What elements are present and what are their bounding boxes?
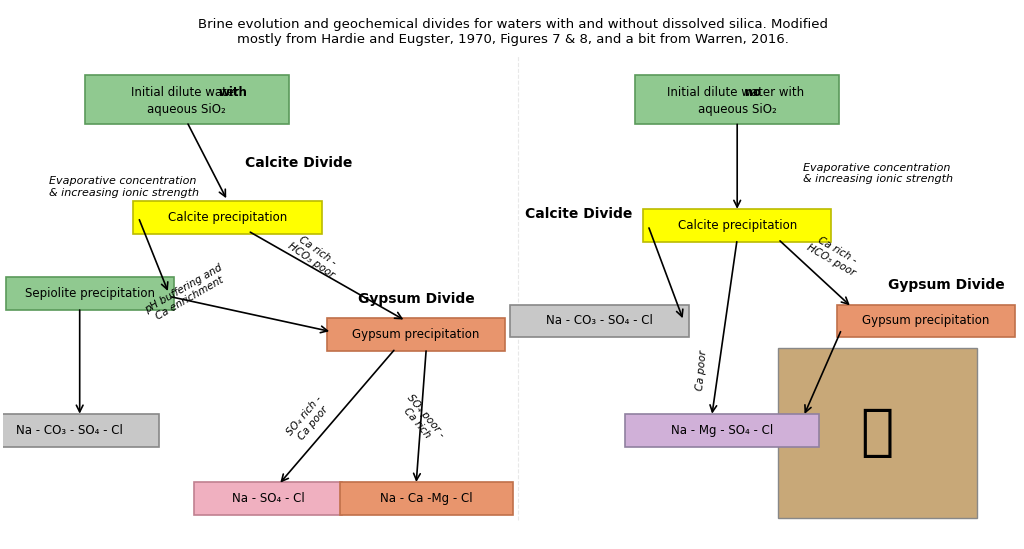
Text: pH buffering and
Ca enrichment: pH buffering and Ca enrichment [143, 262, 230, 325]
Text: Gypsum Divide: Gypsum Divide [357, 292, 474, 306]
Text: Calcite precipitation: Calcite precipitation [168, 211, 287, 223]
FancyBboxPatch shape [340, 482, 513, 515]
Text: Gypsum Divide: Gypsum Divide [888, 278, 1005, 293]
Text: Evaporative concentration
& increasing ionic strength: Evaporative concentration & increasing i… [49, 176, 199, 198]
Text: Gypsum precipitation: Gypsum precipitation [352, 328, 480, 341]
Text: Na - Ca -Mg - Cl: Na - Ca -Mg - Cl [380, 492, 473, 505]
Text: with: with [218, 86, 247, 99]
Text: Ca poor: Ca poor [694, 350, 709, 391]
Text: Na - SO₄ - Cl: Na - SO₄ - Cl [231, 492, 305, 505]
Text: Ca rich -
HCO₃ poor: Ca rich - HCO₃ poor [805, 232, 863, 278]
Text: Na - Mg - SO₄ - Cl: Na - Mg - SO₄ - Cl [671, 424, 773, 436]
Text: Gypsum precipitation: Gypsum precipitation [862, 315, 989, 327]
Text: Calcite Divide: Calcite Divide [525, 208, 633, 221]
FancyBboxPatch shape [133, 201, 322, 233]
FancyBboxPatch shape [0, 414, 159, 446]
Text: 🪨: 🪨 [860, 406, 894, 460]
Text: Sepiolite precipitation: Sepiolite precipitation [25, 287, 155, 300]
FancyBboxPatch shape [195, 482, 342, 515]
Text: Evaporative concentration
& increasing ionic strength: Evaporative concentration & increasing i… [804, 163, 953, 184]
Text: Calcite precipitation: Calcite precipitation [678, 219, 797, 232]
FancyBboxPatch shape [6, 277, 174, 310]
Text: Na - CO₃ - SO₄ - Cl: Na - CO₃ - SO₄ - Cl [16, 424, 123, 436]
Text: Calcite Divide: Calcite Divide [245, 155, 352, 170]
Text: SO₄ rich -
Ca poor: SO₄ rich - Ca poor [285, 394, 333, 445]
Text: Ca rich -
HCO₃ poor: Ca rich - HCO₃ poor [286, 231, 342, 280]
Text: Initial dilute water: Initial dilute water [131, 86, 243, 99]
FancyBboxPatch shape [625, 414, 819, 446]
Text: Na - CO₃ - SO₄ - Cl: Na - CO₃ - SO₄ - Cl [546, 315, 653, 327]
FancyBboxPatch shape [85, 75, 289, 124]
Text: no: no [724, 86, 761, 99]
FancyBboxPatch shape [635, 75, 839, 124]
FancyBboxPatch shape [327, 318, 505, 351]
FancyBboxPatch shape [510, 305, 689, 337]
Text: Brine evolution and geochemical divides for waters with and without dissolved si: Brine evolution and geochemical divides … [198, 18, 828, 46]
Text: SO₄ poor -
Ca rich: SO₄ poor - Ca rich [396, 392, 446, 446]
FancyBboxPatch shape [778, 348, 977, 518]
FancyBboxPatch shape [837, 305, 1015, 337]
Text: aqueous SiO₂: aqueous SiO₂ [147, 103, 226, 116]
FancyBboxPatch shape [643, 209, 831, 242]
Text: aqueous SiO₂: aqueous SiO₂ [697, 103, 776, 116]
Text: Initial dilute water with: Initial dilute water with [667, 86, 808, 99]
